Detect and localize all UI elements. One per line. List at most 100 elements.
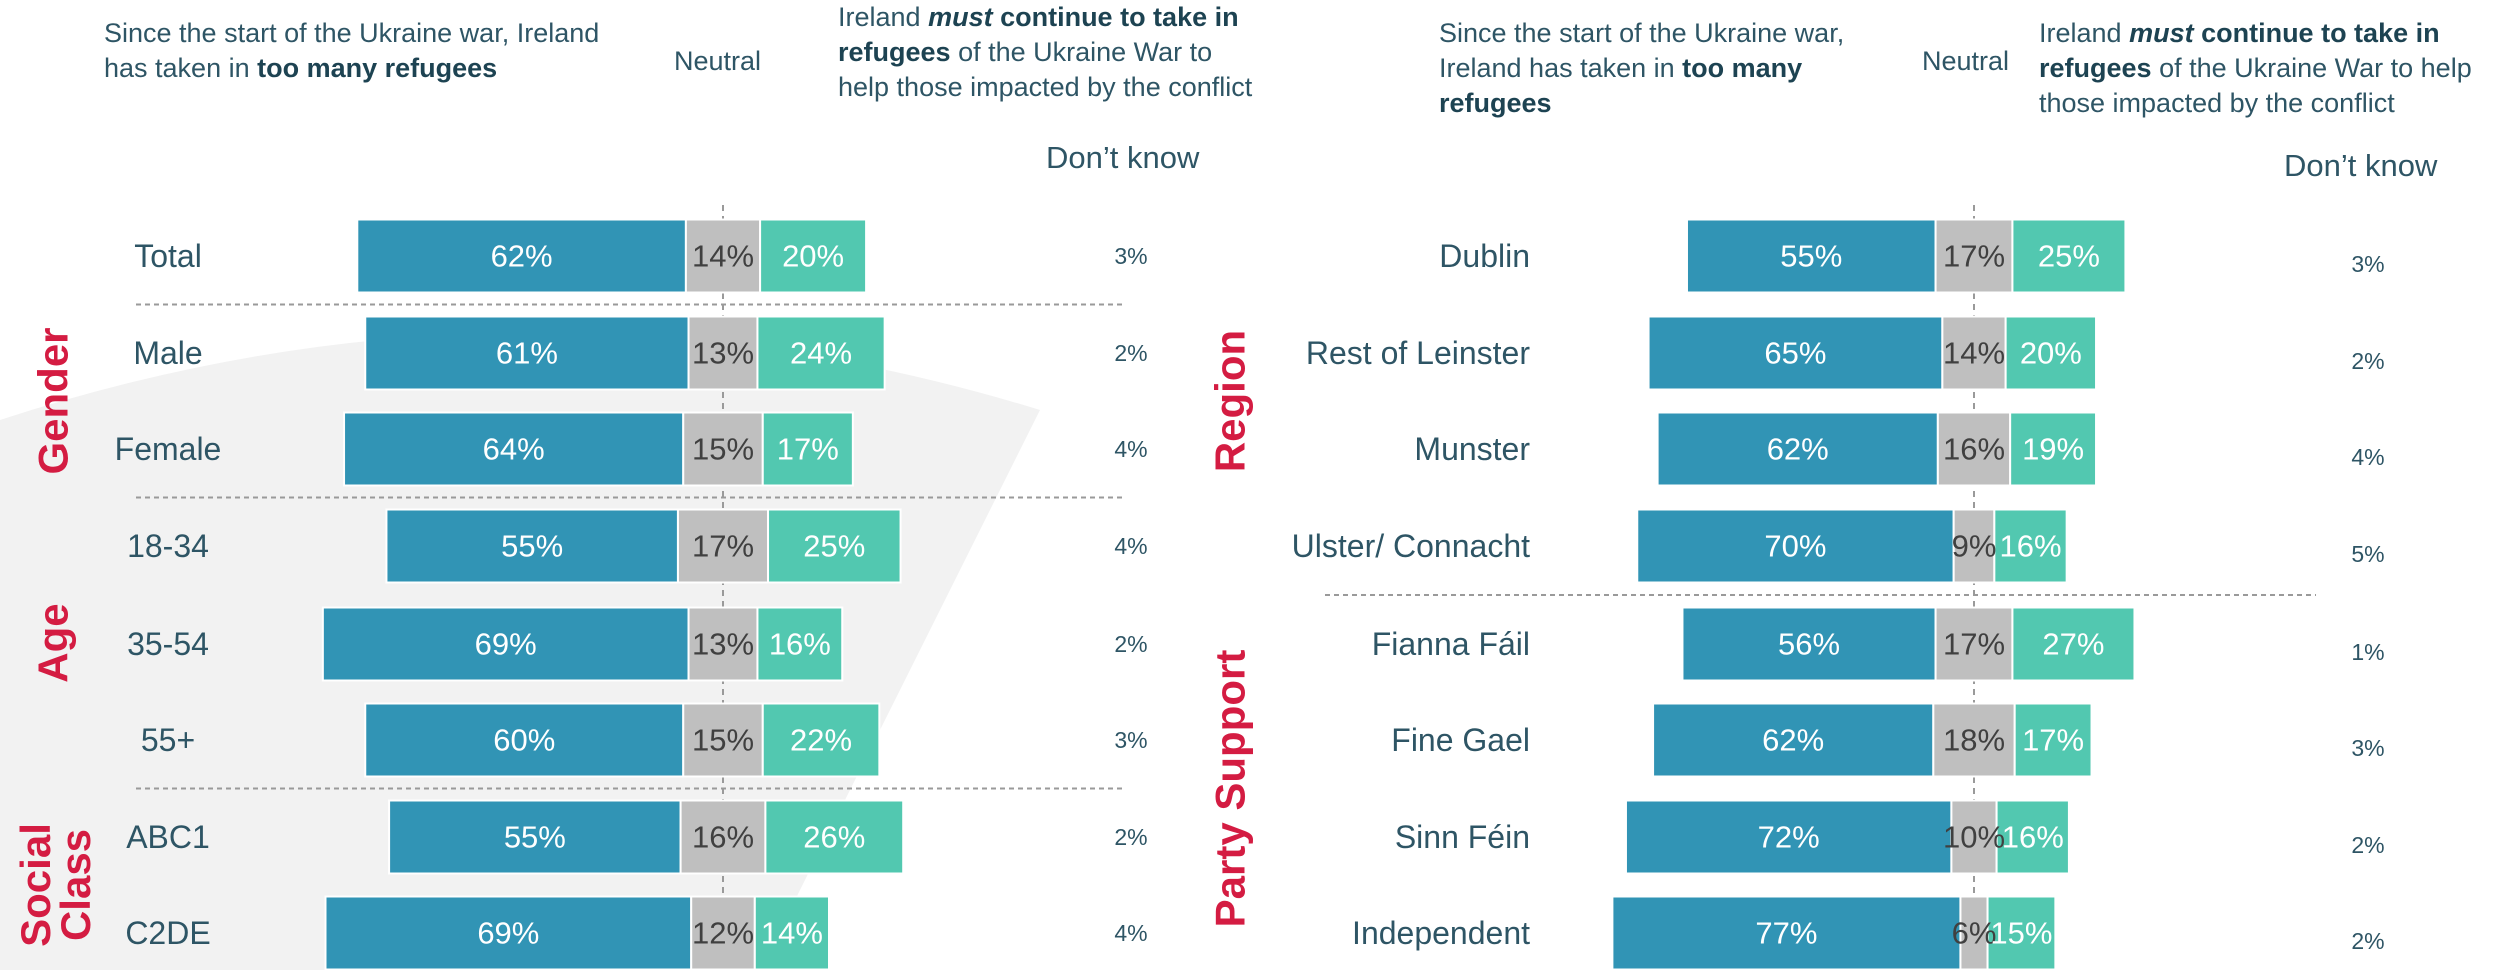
bar-segment — [1932, 702, 2016, 778]
bar-segment — [343, 411, 685, 487]
bar-segment — [759, 218, 868, 294]
value-label: 61% — [496, 336, 558, 371]
dont-know-value: 3% — [1114, 243, 1147, 269]
category-label: Sinn Féin — [1395, 819, 1530, 855]
bar-segment — [2009, 411, 2098, 487]
bar-segment — [1950, 799, 1998, 875]
value-label: 16% — [1943, 432, 2005, 467]
value-label: 17% — [1943, 627, 2005, 662]
bar-segment — [1624, 799, 1953, 875]
dont-know-value: 2% — [1114, 340, 1147, 366]
category-label: Fine Gael — [1391, 722, 1530, 758]
value-label: 70% — [1764, 529, 1826, 564]
category-label: Munster — [1414, 431, 1530, 467]
value-label: 20% — [782, 239, 844, 274]
value-label: 10% — [1943, 820, 2005, 855]
value-label: 16% — [2002, 820, 2064, 855]
header-part: continue to take in refugees — [838, 2, 1239, 67]
value-label: 13% — [692, 336, 754, 371]
value-label: 25% — [803, 529, 865, 564]
bar-segment — [1995, 799, 2070, 875]
header-part: continue to take in refugees — [2039, 18, 2440, 83]
value-label: 17% — [777, 432, 839, 467]
value-label: 16% — [692, 820, 754, 855]
value-label: 16% — [1999, 529, 2061, 564]
category-label: 55+ — [141, 722, 195, 758]
group-label: Gender — [30, 327, 77, 474]
bar-segment — [1636, 508, 1955, 584]
value-label: 14% — [692, 239, 754, 274]
dont-know-header: Don’t know — [1046, 140, 1200, 175]
value-label: 55% — [1780, 239, 1842, 274]
value-label: 14% — [761, 916, 823, 951]
dont-know-value: 3% — [2351, 735, 2384, 761]
dont-know-value: 3% — [2351, 251, 2384, 277]
dont-know-value: 4% — [1114, 533, 1147, 559]
category-label: C2DE — [125, 915, 210, 951]
value-label: 55% — [501, 529, 563, 564]
header-part: too many refugees — [257, 53, 498, 83]
value-label: 12% — [692, 916, 754, 951]
value-label: 62% — [1767, 432, 1829, 467]
bar-segment — [321, 606, 690, 682]
category-label: Total — [134, 238, 202, 274]
value-label: 6% — [1952, 916, 1997, 951]
bars — [321, 218, 905, 970]
value-label: 62% — [1762, 723, 1824, 758]
bar-segment — [756, 606, 844, 682]
bar-segment — [2011, 218, 2127, 294]
category-label: 35-54 — [127, 626, 209, 662]
bar-segment — [753, 895, 830, 970]
value-label: 15% — [692, 432, 754, 467]
value-label: 15% — [692, 723, 754, 758]
category-label: Female — [115, 431, 222, 467]
dont-know-value: 2% — [2351, 348, 2384, 374]
dont-know-value: 2% — [1114, 824, 1147, 850]
bar-segment — [761, 411, 854, 487]
category-label: Male — [133, 335, 202, 371]
value-label: 27% — [2042, 627, 2104, 662]
dont-know-value: 4% — [2351, 444, 2384, 470]
category-label: Fianna Fáil — [1372, 626, 1530, 662]
bar-segment — [1611, 895, 1962, 970]
negative-header: Since the start of the Ukraine war, Irel… — [104, 16, 624, 86]
bar-segment — [761, 702, 881, 778]
value-label: 18% — [1943, 723, 2005, 758]
value-label: 22% — [790, 723, 852, 758]
bar-segment — [1934, 218, 2014, 294]
value-label: 72% — [1758, 820, 1820, 855]
header-part: of the Ukraine War to help those impacte… — [838, 37, 1253, 102]
bar-segment — [767, 508, 902, 584]
neutral-header: Neutral — [674, 46, 762, 76]
bar-segment — [385, 508, 679, 584]
bar-segment — [1993, 508, 2068, 584]
category-label: Dublin — [1439, 238, 1530, 274]
bar-segment — [1652, 702, 1935, 778]
bar-segment — [676, 508, 770, 584]
bar-segment — [756, 315, 886, 391]
dont-know-value: 2% — [1114, 631, 1147, 657]
dont-know-value: 4% — [1114, 920, 1147, 946]
value-label: 60% — [493, 723, 555, 758]
value-label: 69% — [477, 916, 539, 951]
value-label: 16% — [769, 627, 831, 662]
bar-segment — [1986, 895, 2057, 970]
bar-segment — [687, 606, 759, 682]
positive-header: Ireland must continue to take in refugee… — [838, 0, 1258, 105]
header-part: Since the start of the Ukraine war, Irel… — [104, 18, 600, 83]
header-part: Ireland — [2039, 18, 2130, 48]
bar-segment — [1656, 411, 1939, 487]
bar-segment — [388, 799, 682, 875]
group-label: Age — [30, 603, 77, 682]
dont-know-value: 3% — [1114, 727, 1147, 753]
value-label: 17% — [1943, 239, 2005, 274]
dont-know-header: Don’t know — [2284, 148, 2438, 183]
bar-segment — [2011, 606, 2136, 682]
bar-segment — [682, 411, 764, 487]
value-label: 9% — [1952, 529, 1997, 564]
value-label: 26% — [803, 820, 865, 855]
positive-header: Ireland must continue to take in refugee… — [2039, 16, 2504, 121]
group-label: Party Support — [1207, 650, 1254, 928]
